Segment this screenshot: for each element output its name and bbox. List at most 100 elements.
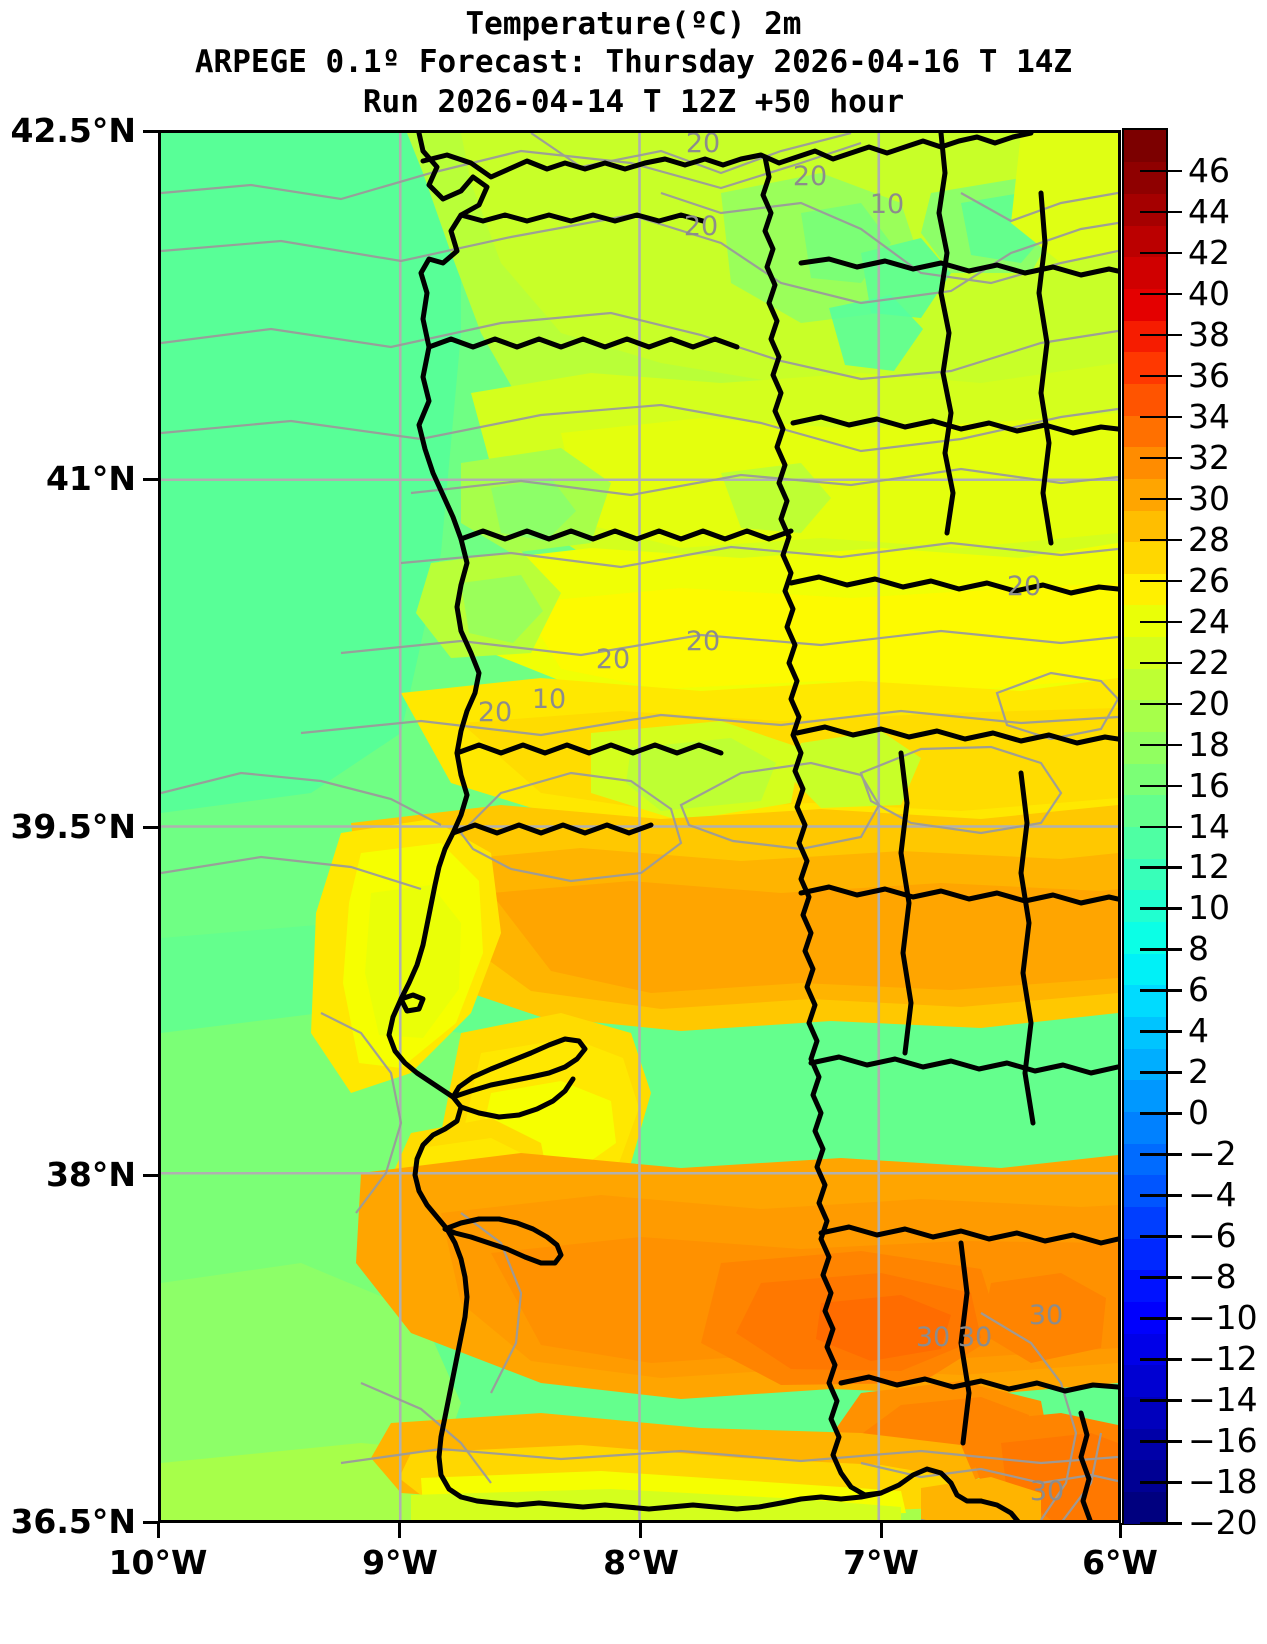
colorbar-cell [1124,193,1166,226]
colorbar-tick-label: 20 [1188,683,1230,723]
colorbar-cell [1124,668,1166,701]
contour-label: 20 [686,626,720,657]
colorbar-cell [1124,1143,1166,1176]
colorbar-tick-label: 24 [1188,601,1230,641]
colorbar-cell [1124,1459,1166,1492]
colorbar-cell [1124,1491,1166,1524]
colorbar-cell [1124,161,1166,194]
colorbar-tick-label: −12 [1188,1339,1258,1379]
colorbar-cell [1124,889,1166,923]
xtick-label-9w: 9°W [362,1543,438,1582]
ytick-36_5 [143,1521,158,1524]
colorbar-cell [1124,1269,1166,1302]
colorbar-cell [1124,573,1166,606]
colorbar-cell [1124,953,1166,986]
colorbar-cell [1124,1364,1166,1397]
xtick-8w [639,1523,642,1538]
contour-label: 10 [870,189,904,220]
contour-label: 10 [532,684,566,715]
colorbar-tick-label: 16 [1188,765,1230,805]
colorbar-tick-label: 14 [1188,806,1230,846]
colorbar-tick-label: 46 [1188,150,1230,190]
xtick-6w [1119,1523,1122,1538]
colorbar-tick-label: −6 [1188,1216,1237,1256]
colorbar-cell [1124,699,1166,733]
chart-subtitle: ARPEGE 0.1º Forecast: Thursday 2026-04-1… [194,44,1073,80]
colorbar-tick-label: 18 [1188,724,1230,764]
colorbar-tick-label: 2 [1188,1052,1209,1092]
ytick-42_5 [143,130,158,133]
colorbar-tick-label: 44 [1188,191,1230,231]
colorbar-cell [1124,763,1166,796]
colorbar-tick-label: 28 [1188,519,1230,559]
colorbar-tick-label: 34 [1188,396,1230,436]
colorbar-cell [1124,224,1166,258]
colorbar-tick-label: −2 [1188,1134,1237,1174]
colorbar-tick-label: 0 [1188,1093,1209,1133]
xtick-9w [398,1523,401,1538]
xtick-label-6w: 6°W [1082,1543,1158,1582]
colorbar-tick-label: 8 [1188,929,1209,969]
colorbar-cell [1124,731,1166,764]
colorbar-cell [1124,1079,1166,1113]
contour-label: 30 [1029,1300,1063,1331]
colorbar-tick-label: 22 [1188,642,1230,682]
colorbar-cell [1124,794,1166,828]
title-block: Temperature(ºC) 2m ARPEGE 0.1º Forecast:… [0,0,1267,122]
colorbar-tick-label: 40 [1188,273,1230,313]
colorbar-cell [1124,414,1166,448]
colorbar-tick-label: −20 [1188,1503,1258,1542]
xtick-label-7w: 7°W [843,1543,919,1582]
colorbar-tick-label: −4 [1188,1175,1237,1215]
colorbar-cell [1124,256,1166,289]
chart-title: Temperature(ºC) 2m [465,6,802,42]
colorbar-cell [1124,478,1166,511]
colorbar-cell [1124,826,1166,859]
colorbar-cell [1124,1428,1166,1461]
contour-label: 20 [684,211,718,242]
colorbar-tick-label: 32 [1188,437,1230,477]
colorbar-tick-label: −10 [1188,1298,1258,1338]
colorbar-cell [1124,509,1166,543]
ytick-label-38: 38°N [45,1155,136,1194]
ytick-41 [143,478,158,481]
colorbar-cell [1124,1048,1166,1081]
xtick-10w [157,1523,160,1538]
map-plot-area[interactable]: 20 20 10 20 20 20 20 10 20 30 30 30 30 [158,130,1121,1523]
colorbar-cell [1124,1206,1166,1239]
ytick-label-36_5: 36.5°N [10,1502,136,1541]
colorbar-cell [1124,541,1166,574]
contour-label: 20 [478,697,512,728]
colorbar-cell [1124,351,1166,384]
xtick-7w [880,1523,883,1538]
colorbar-tick-label: 4 [1188,1011,1209,1051]
xtick-label-8w: 8°W [603,1543,679,1582]
colorbar-tick-label: 10 [1188,888,1230,928]
colorbar-cell [1124,1111,1166,1144]
contour-label: 20 [793,161,827,192]
colorbar-cell [1124,1396,1166,1429]
ytick-38 [143,1174,158,1177]
colorbar-tick-label: −18 [1188,1462,1258,1502]
colorbar-tick-label: 36 [1188,355,1230,395]
colorbar-tick-label: 26 [1188,560,1230,600]
colorbar-cell [1124,383,1166,416]
contour-label: 20 [596,644,630,675]
contour-label: 20 [686,133,720,159]
temperature-field-svg: 20 20 10 20 20 20 20 10 20 30 30 30 30 [161,133,1118,1520]
contour-label: 30 [916,1322,950,1353]
colorbar-tick-label: −14 [1188,1380,1258,1420]
colorbar-tick-label: 42 [1188,232,1230,272]
colorbar-tick-label: 12 [1188,847,1230,887]
colorbar-ticks [1124,130,1184,1523]
contour-label: 20 [1007,571,1041,602]
ytick-label-42_5: 42.5°N [10,111,136,150]
colorbar-tick-label: −16 [1188,1421,1258,1461]
colorbar[interactable] [1122,128,1168,1525]
xtick-label-10w: 10°W [108,1543,208,1582]
contour-label: 30 [958,1322,992,1353]
contour-label: 30 [1030,1476,1064,1507]
ytick-39_5 [143,826,158,829]
colorbar-cell [1124,1238,1166,1271]
colorbar-cell [1124,858,1166,891]
